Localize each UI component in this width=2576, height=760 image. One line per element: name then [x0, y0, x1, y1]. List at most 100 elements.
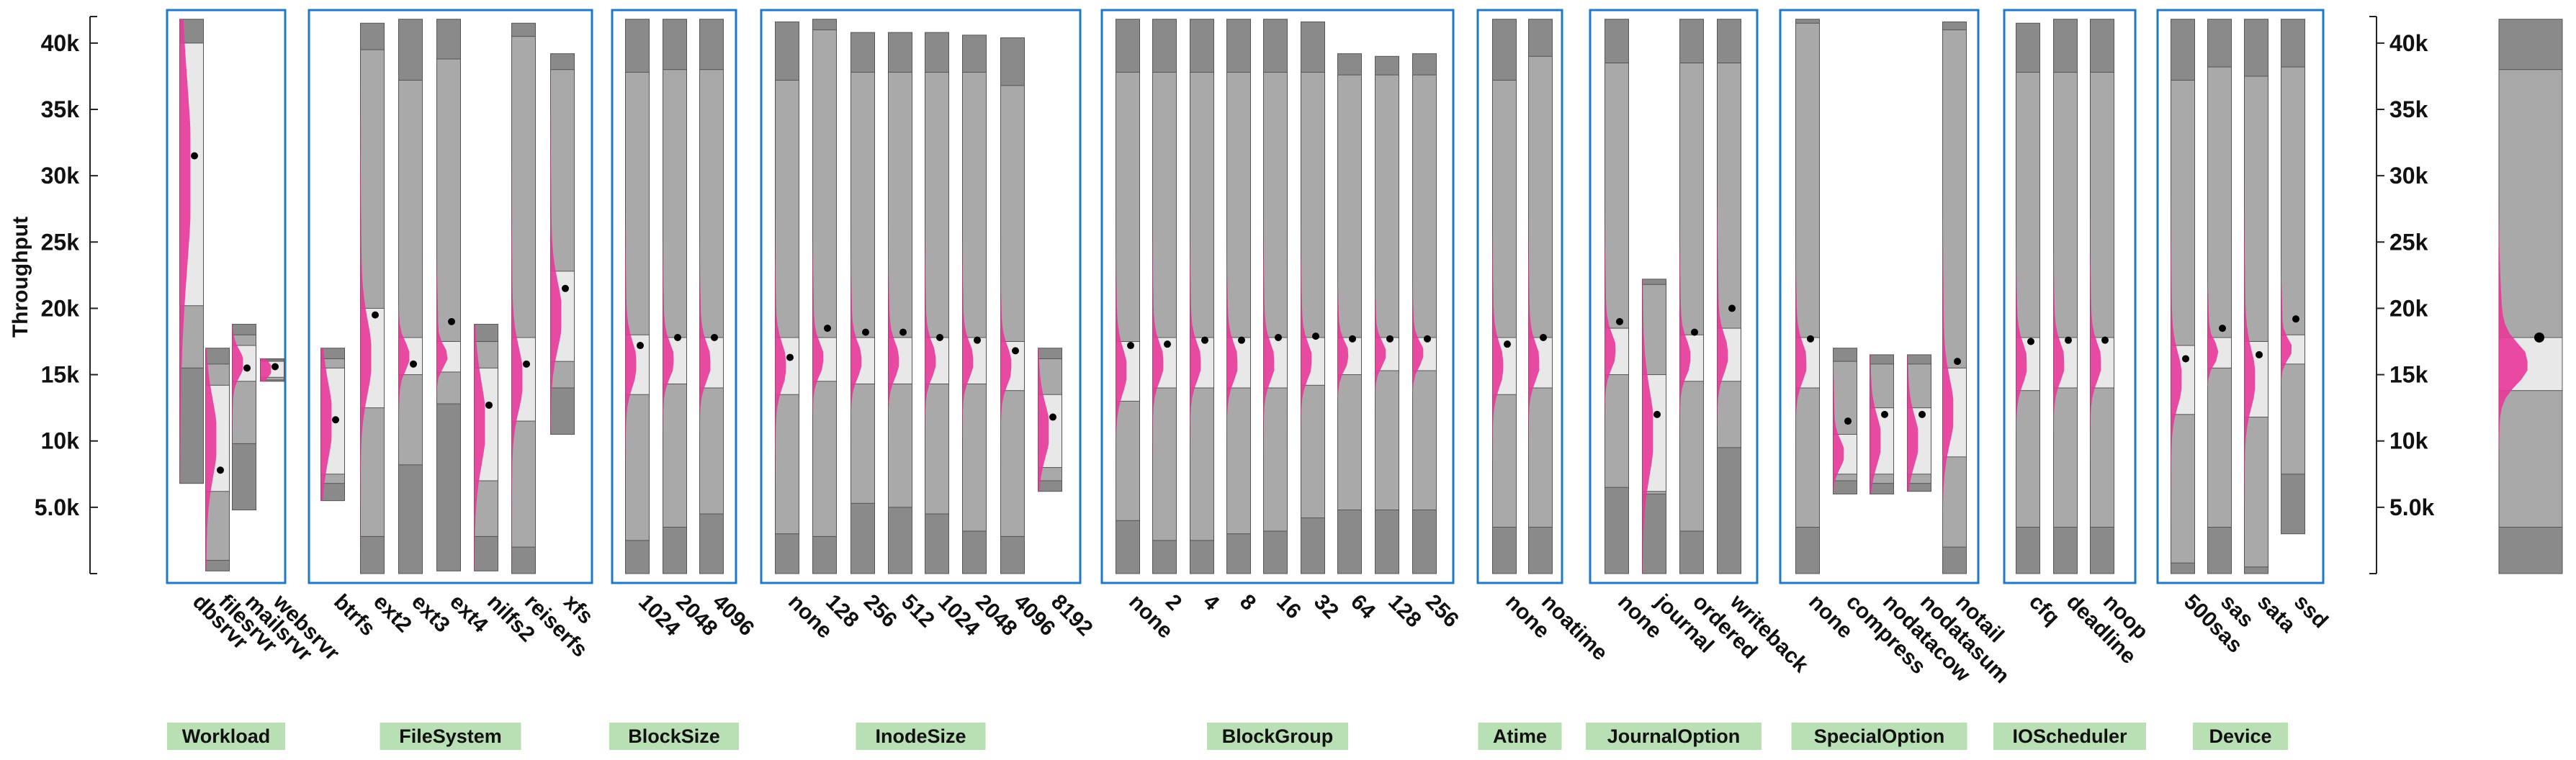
- box-workload-websrvr: [260, 358, 284, 382]
- p10-p90-range: [360, 49, 385, 537]
- category-label: btrfs: [329, 590, 380, 641]
- left-tick-label: 15k: [41, 362, 80, 388]
- mean-dot: [2292, 315, 2299, 323]
- p10-p90-range: [1528, 55, 1553, 528]
- p10-p90-range: [851, 71, 875, 504]
- mean-dot: [332, 416, 339, 424]
- group-frame: [1589, 9, 1759, 584]
- group-frame: [2156, 9, 2325, 584]
- mean-dot: [1504, 340, 1511, 348]
- p10-p90-range: [398, 79, 423, 466]
- box-blockgroup-128: [1375, 55, 1399, 574]
- mean-dot: [523, 360, 530, 368]
- mean-dot: [1424, 335, 1431, 343]
- p10-p90-range: [1492, 79, 1517, 528]
- group-frames: [166, 9, 2325, 584]
- mean-dot: [1275, 333, 1282, 341]
- left-tick-label: 25k: [41, 229, 80, 255]
- category-label: 256: [1421, 590, 1463, 633]
- mean-dot: [899, 328, 907, 336]
- p10-p90-range: [1795, 22, 1820, 528]
- mean-dot: [1807, 335, 1814, 343]
- group-frame: [308, 9, 593, 584]
- group-label-bg: [1791, 723, 1967, 750]
- mean-dot: [217, 466, 224, 474]
- p10-p90-range: [1942, 29, 1967, 548]
- y-axis-title: Throughput: [9, 217, 32, 338]
- density-shape: [1907, 354, 1918, 492]
- category-label: 16: [1272, 590, 1306, 624]
- group-label-bg: [856, 723, 986, 750]
- category-label: 2: [1161, 590, 1186, 615]
- p10-p90-range: [1226, 71, 1251, 535]
- density-shape: [179, 19, 191, 484]
- p10-p90-range: [2244, 76, 2268, 568]
- mean-dot: [271, 363, 279, 371]
- p10-p90-range: [1717, 63, 1741, 448]
- box-filesystem-ext3: [398, 19, 423, 574]
- p10-p90-range: [1000, 85, 1025, 537]
- mean-dot: [1881, 410, 1888, 418]
- mean-dot: [2027, 338, 2034, 345]
- group-label: Device: [2209, 725, 2271, 747]
- box-device-ssd: [2281, 19, 2305, 535]
- p10-p90-range: [1116, 71, 1140, 521]
- mean-dot: [2256, 350, 2263, 358]
- right-tick-label: 40k: [2389, 30, 2428, 56]
- box-blockgroup-2: [1152, 19, 1177, 574]
- left-y-axis: 5.0k 10k 15k 20k 25k 30k 35k 40k: [35, 16, 98, 574]
- p10-p90-range: [1152, 71, 1177, 541]
- right-tick-label: 25k: [2389, 229, 2428, 255]
- group-label-bg: [1207, 723, 1348, 750]
- group-frame: [611, 9, 737, 584]
- density-shape: [1642, 279, 1653, 574]
- density-shape: [474, 324, 485, 571]
- category-label: 64: [1346, 590, 1380, 624]
- group-frame: [2003, 9, 2137, 584]
- category-label: 128: [1383, 590, 1426, 633]
- category-label: cfq: [2024, 590, 2064, 630]
- density-shape: [1942, 22, 1954, 574]
- density-shape: [260, 358, 271, 381]
- p10-p90-range: [1337, 74, 1362, 511]
- mean-dot: [936, 333, 943, 341]
- category-label: sata: [2253, 590, 2300, 638]
- box-specialoption-nodatacow: [1870, 354, 1894, 494]
- box-blockgroup-8: [1226, 19, 1251, 574]
- density-shape: [205, 348, 217, 571]
- p10-p90-range: [1301, 71, 1325, 519]
- category-label: 256: [859, 590, 902, 633]
- p10-p90-range: [1605, 63, 1629, 488]
- p10-p90-range: [1190, 71, 1214, 541]
- mean-dot: [2219, 325, 2226, 332]
- mean-dot: [1653, 410, 1661, 418]
- mean-dot: [562, 284, 569, 292]
- box-filesystem-ext2: [360, 22, 385, 574]
- group-label-bg: [1993, 723, 2146, 750]
- group-label: JournalOption: [1607, 725, 1741, 747]
- p10-p90-range: [2498, 69, 2563, 528]
- mean-dot: [243, 364, 251, 372]
- mean-dot: [1164, 340, 1171, 348]
- left-tick-label: 5.0k: [35, 494, 79, 520]
- group-label-bg: [2193, 723, 2288, 750]
- mean-dot: [372, 311, 379, 319]
- mean-dot: [191, 152, 198, 160]
- mean-dot: [1349, 335, 1356, 343]
- category-label: ssd: [2289, 590, 2333, 633]
- category-label: 4: [1198, 590, 1224, 615]
- left-tick-label: 35k: [41, 96, 80, 122]
- box-device-500sas: [2171, 19, 2195, 574]
- p10-p90-range: [812, 29, 837, 537]
- group-label-bg: [1478, 723, 1562, 750]
- mean-dot: [1386, 335, 1394, 343]
- box-journaloption-journal: [1642, 279, 1666, 574]
- box-inodesize-512: [888, 32, 912, 574]
- group-label: SpecialOption: [1814, 725, 1945, 747]
- mean-dot: [2182, 355, 2189, 363]
- category-label: 4096: [708, 590, 759, 641]
- p10-p90-range: [511, 36, 536, 548]
- mean-dot: [2101, 336, 2109, 344]
- box-workload-mailsrvr: [232, 324, 256, 511]
- box-filesystem-reiserfs: [511, 22, 536, 574]
